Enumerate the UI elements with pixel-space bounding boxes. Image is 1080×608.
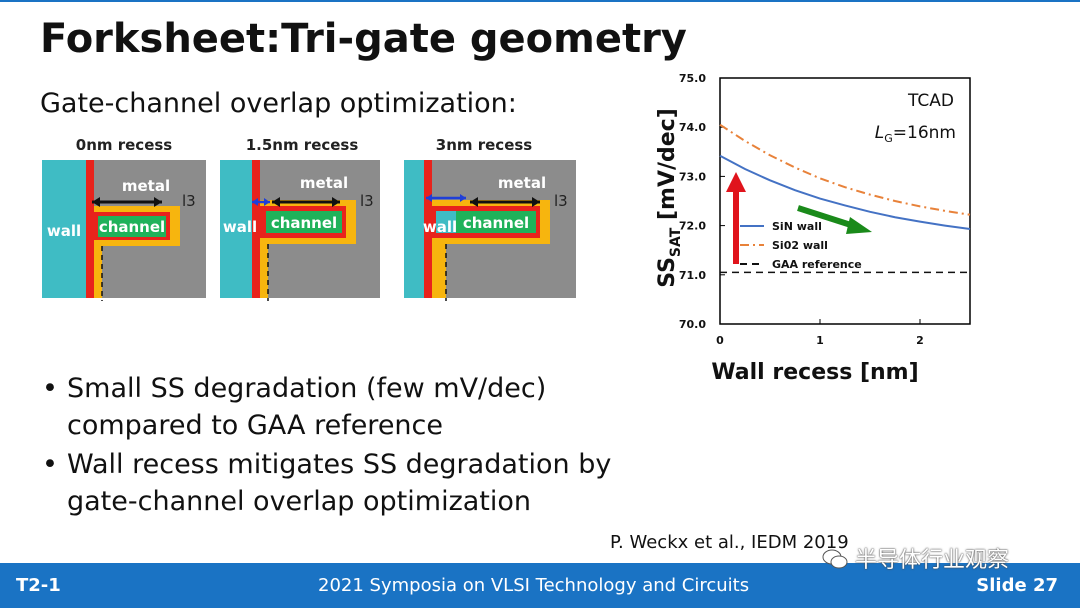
svg-text:wall: wall [223, 218, 257, 236]
legend-label: SiN wall [772, 220, 822, 233]
improvement-arrow [797, 205, 855, 229]
red-liner [86, 160, 94, 298]
footer-session-id: T2-1 [16, 575, 61, 596]
chart-svg: 70.0 71.0 72.0 73.0 74.0 75.0 0 1 2 TCAD LG=16n… [655, 72, 971, 385]
x-tick-label: 2 [916, 334, 924, 347]
bullet-item: Wall recess mitigates SS degradation by … [40, 446, 660, 520]
footer-bar: T2-1 2021 Symposia on VLSI Technology an… [0, 563, 1080, 608]
diagram-0nm-recess: 0nm recess channel wall metal l3 [42, 136, 206, 304]
svg-text:l3: l3 [554, 192, 568, 210]
x-tick-label: 0 [716, 334, 724, 347]
svg-text:wall: wall [423, 218, 457, 236]
watermark: 半导体行业观察 [822, 542, 1009, 574]
series-line-sin-wall [719, 154, 971, 231]
y-tick-label: 73.0 [679, 170, 706, 183]
y-tick-label: 75.0 [679, 72, 706, 85]
bullet-item: Small SS degradation (few mV/dec) compar… [40, 370, 660, 444]
diagram-label: 1.5nm recess [246, 136, 359, 154]
y-tick-label: 70.0 [679, 318, 706, 331]
diagram-1p5nm-recess: 1.5nm recess channel wall metal l3 [220, 136, 384, 304]
y-tick-label: 72.0 [679, 220, 706, 233]
svg-text:wall: wall [47, 222, 81, 240]
diagram-label: 0nm recess [76, 136, 173, 154]
chart-annotation-tcad: TCAD [907, 91, 954, 111]
legend-label: Si02 wall [772, 239, 828, 252]
y-tick-label: 71.0 [679, 269, 706, 282]
legend-label: GAA reference [772, 258, 862, 271]
svg-text:channel: channel [463, 214, 529, 232]
channel-region [98, 216, 166, 237]
series-line-si02-wall [719, 123, 971, 216]
y-axis-label: SSSAT [mV/dec] [655, 108, 684, 288]
wall-region [42, 160, 86, 298]
chart-annotation-lg: LG=16nm [875, 123, 956, 145]
svg-text:channel: channel [271, 214, 337, 232]
y-tick-label: 74.0 [679, 121, 706, 134]
svg-text:metal: metal [498, 174, 546, 192]
footer-conference: 2021 Symposia on VLSI Technology and Cir… [318, 575, 750, 596]
bullet-list: Small SS degradation (few mV/dec) compar… [40, 370, 660, 522]
citation: P. Weckx et al., IEDM 2019 [610, 532, 849, 553]
plot-frame [719, 77, 971, 325]
diagram-3nm-recess: 3nm recess channel wall metal l3 [404, 136, 578, 304]
footer-slide-number: Slide 27 [976, 575, 1058, 596]
x-axis-label: Wall recess [nm] [711, 360, 918, 385]
ss-vs-wall-recess-chart: 70.0 71.0 72.0 73.0 74.0 75.0 0 1 2 TCAD LG=16n… [640, 66, 980, 400]
slide-title: Forksheet:Tri-gate geometry [40, 16, 687, 62]
svg-text:metal: metal [122, 177, 170, 195]
wechat-icon [822, 549, 848, 569]
svg-text:l3: l3 [360, 192, 374, 210]
x-tick-label: 1 [816, 334, 824, 347]
svg-text:channel: channel [99, 218, 165, 236]
svg-text:l3: l3 [182, 192, 196, 210]
diagram-label: 3nm recess [436, 136, 533, 154]
top-accent-rule [0, 0, 1080, 2]
watermark-text: 半导体行业观察 [855, 548, 1010, 573]
slide-subtitle: Gate-channel overlap optimization: [40, 88, 517, 119]
svg-text:metal: metal [300, 174, 348, 192]
